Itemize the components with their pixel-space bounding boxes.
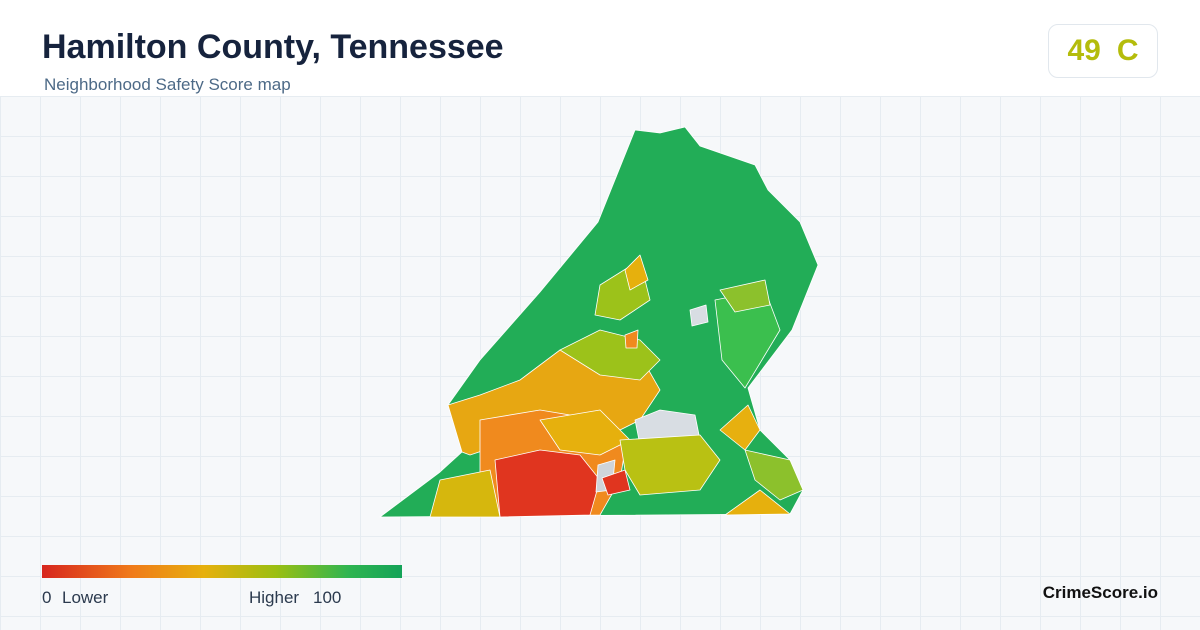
score-grade: C <box>1116 34 1139 67</box>
region <box>744 449 804 501</box>
subtitle: Neighborhood Safety Score map <box>44 75 291 94</box>
region <box>494 449 601 518</box>
region <box>689 304 709 327</box>
header <box>0 0 1200 97</box>
legend-min: 0 <box>42 588 52 607</box>
legend-max: 100 <box>313 588 342 607</box>
region <box>719 404 761 451</box>
legend-min-label: Lower <box>62 588 109 607</box>
region <box>719 279 771 313</box>
region <box>724 489 791 516</box>
region <box>429 469 501 518</box>
legend-gradient <box>42 565 402 578</box>
score-badge: 49 C <box>1048 24 1158 78</box>
brand: CrimeScore.io <box>1042 583 1158 602</box>
region <box>624 254 649 291</box>
score-value: 49 <box>1067 34 1101 67</box>
title: Hamilton County, Tennessee <box>42 28 504 66</box>
region <box>619 434 721 496</box>
region <box>624 329 639 349</box>
region <box>601 469 631 496</box>
region <box>539 409 631 456</box>
legend-max-label: Higher <box>249 588 300 607</box>
